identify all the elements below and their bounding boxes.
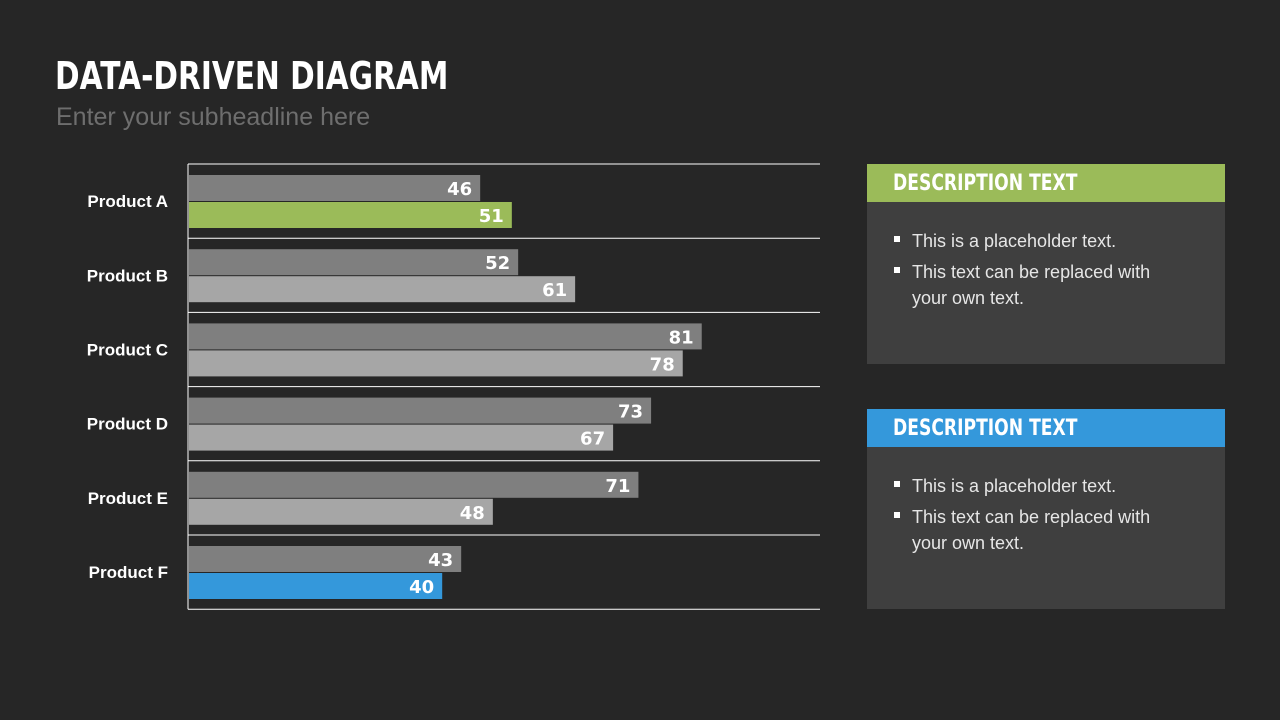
bar [189,323,702,350]
bar [189,202,512,228]
data-label: 67 [580,429,605,450]
page-subtitle: Enter your subheadline here [56,103,371,131]
data-label: 78 [650,354,675,375]
panel-title: DESCRIPTION TEXT [893,170,1078,196]
bar [189,498,493,525]
bullet-square-icon [894,481,900,487]
category-label: Product A [87,192,168,211]
bar [189,424,614,451]
bullet-text: This text can be replaced with your own … [912,262,1151,308]
bullet-item: This text can be replaced with your own … [894,259,1205,311]
bullet-text: This text can be replaced with your own … [912,507,1151,553]
category-label: Product F [89,563,168,582]
data-label: 48 [460,503,485,524]
data-label: 61 [542,280,567,301]
data-label: 46 [447,179,472,200]
panel-title: DESCRIPTION TEXT [893,415,1078,441]
panel-body: This is a placeholder text. This text ca… [867,202,1225,311]
bullet-square-icon [894,512,900,518]
category-label: Product E [88,489,168,508]
bar [189,546,462,572]
category-label: Product D [87,415,168,434]
category-label: Product B [87,266,168,285]
bullet-square-icon [894,267,900,273]
category-label: Product C [87,341,168,360]
bar [189,471,639,498]
panel-header: DESCRIPTION TEXT [867,409,1225,447]
data-label: 81 [669,327,694,348]
bullet-item: This is a placeholder text. [894,473,1205,499]
data-label: 71 [605,476,630,497]
bar-chart: Product A 46 51 Product B 52 61 Product C 81 78 P… [87,163,820,610]
data-label: 43 [428,550,453,571]
bar [189,249,519,276]
bar [189,397,652,424]
description-panel-1: DESCRIPTION TEXT This is a placeholder t… [867,164,1225,364]
page-title: DATA-DRIVEN DIAGRAM [55,54,449,98]
bullet-square-icon [894,236,900,242]
bar [189,350,683,377]
bar [189,276,576,303]
bar [189,573,443,599]
data-label: 51 [479,206,504,227]
bar [189,175,481,201]
data-label: 73 [618,402,643,423]
description-panel-2: DESCRIPTION TEXT This is a placeholder t… [867,409,1225,609]
data-label: 52 [485,253,510,274]
data-label: 40 [409,577,434,598]
panel-body: This is a placeholder text. This text ca… [867,447,1225,556]
panel-header: DESCRIPTION TEXT [867,164,1225,202]
bullet-item: This is a placeholder text. [894,228,1205,254]
bullet-item: This text can be replaced with your own … [894,504,1205,556]
bullet-text: This is a placeholder text. [912,231,1117,251]
bullet-text: This is a placeholder text. [912,476,1117,496]
